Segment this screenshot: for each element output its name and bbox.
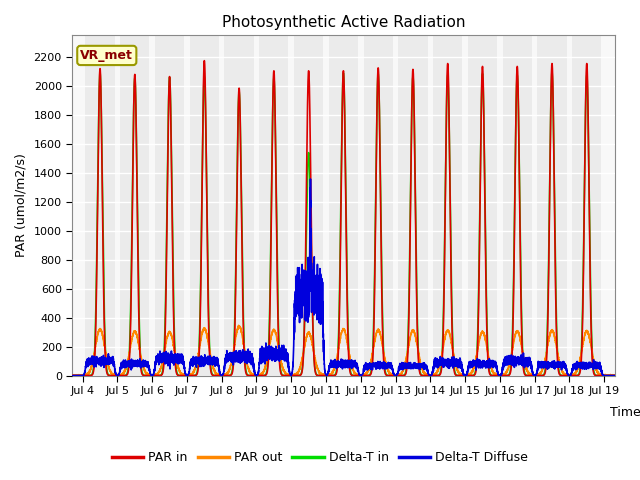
- Bar: [149, 36, 155, 375]
- Y-axis label: PAR (umol/m2/s): PAR (umol/m2/s): [15, 154, 28, 257]
- Bar: [289, 36, 294, 375]
- Bar: [398, 36, 428, 375]
- Bar: [566, 36, 572, 375]
- Legend: PAR in, PAR out, Delta-T in, Delta-T Diffuse: PAR in, PAR out, Delta-T in, Delta-T Dif…: [107, 446, 533, 469]
- Bar: [433, 36, 462, 375]
- Bar: [502, 36, 532, 375]
- Bar: [428, 36, 433, 375]
- Bar: [253, 36, 259, 375]
- Bar: [329, 36, 358, 375]
- Bar: [155, 36, 184, 375]
- Bar: [538, 36, 566, 375]
- Bar: [462, 36, 468, 375]
- Bar: [358, 36, 364, 375]
- Bar: [225, 36, 253, 375]
- Title: Photosynthetic Active Radiation: Photosynthetic Active Radiation: [221, 15, 465, 30]
- Bar: [497, 36, 502, 375]
- Bar: [72, 36, 85, 375]
- Bar: [532, 36, 538, 375]
- Bar: [219, 36, 225, 375]
- Text: VR_met: VR_met: [81, 49, 133, 62]
- Bar: [184, 36, 189, 375]
- Bar: [259, 36, 289, 375]
- Bar: [468, 36, 497, 375]
- Bar: [120, 36, 149, 375]
- Bar: [393, 36, 398, 375]
- Bar: [189, 36, 219, 375]
- Bar: [572, 36, 602, 375]
- Bar: [323, 36, 329, 375]
- Bar: [364, 36, 393, 375]
- Bar: [115, 36, 120, 375]
- Bar: [85, 36, 115, 375]
- X-axis label: Time: Time: [610, 406, 640, 419]
- Bar: [602, 36, 614, 375]
- Bar: [294, 36, 323, 375]
